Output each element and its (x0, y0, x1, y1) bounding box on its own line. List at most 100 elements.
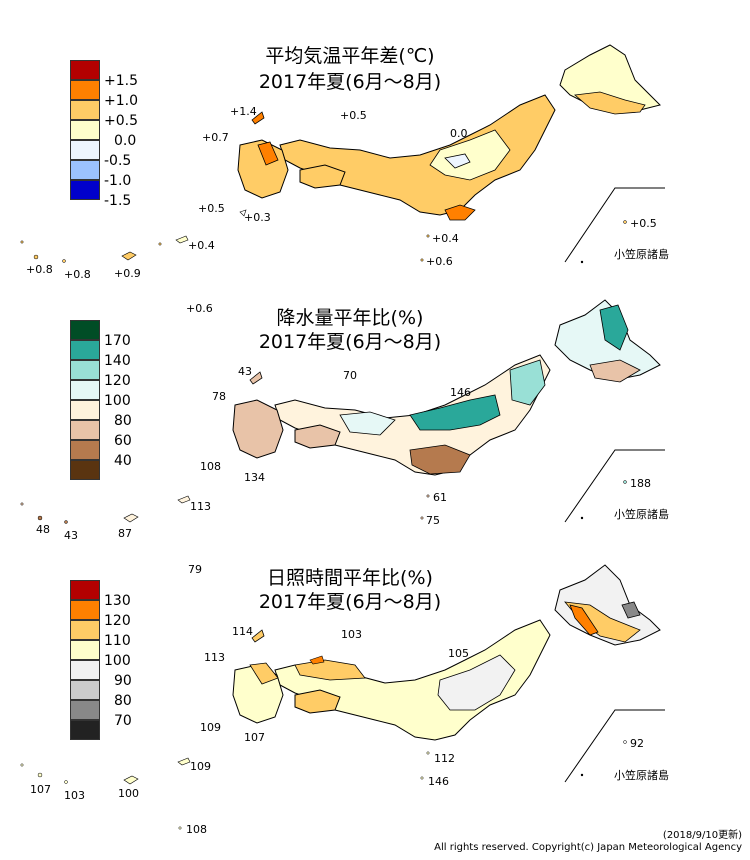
legend-swatch (70, 380, 100, 400)
panel-subtitle: 2017年夏(6月～8月) (258, 331, 442, 353)
station-value: 109 (200, 721, 221, 734)
legend-swatch (70, 320, 100, 340)
station-value: 61 (433, 491, 447, 504)
legend-tick: 40 (114, 453, 132, 469)
station-value: 109 (190, 760, 211, 773)
copyright: All rights reserved. Copyright(c) Japan … (434, 842, 742, 853)
legend-swatch (70, 700, 100, 720)
legend-swatch (70, 720, 100, 740)
sunshine-panel: 日照時間平年比(%) 2017年夏(6月～8月) 130 120 110 100… (0, 560, 750, 840)
legend-swatch (70, 620, 100, 640)
station-value: 188 (630, 477, 651, 490)
legend-swatch (70, 680, 100, 700)
legend-tick: 110 (104, 633, 131, 649)
legend-swatch (70, 100, 100, 120)
station-value: 108 (186, 823, 207, 836)
station-value: +0.8 (26, 263, 53, 276)
legend-tick: 130 (104, 593, 131, 609)
legend-swatch (70, 340, 100, 360)
station-value: +0.5 (630, 217, 657, 230)
legend-swatch (70, 640, 100, 660)
legend-swatch (70, 400, 100, 420)
station-value: 107 (30, 783, 51, 796)
legend-tick: 140 (104, 353, 131, 369)
legend-swatch (70, 360, 100, 380)
ogasawara-label: 小笠原諸島 (614, 248, 669, 261)
station-value: 92 (630, 737, 644, 750)
update-date: (2018/9/10更新) (662, 830, 742, 841)
station-value: 113 (190, 500, 211, 513)
station-value: +0.7 (202, 131, 229, 144)
station-value: +0.6 (426, 255, 453, 268)
legend-tick: 90 (114, 673, 132, 689)
legend-swatch (70, 420, 100, 440)
panel-subtitle: 2017年夏(6月～8月) (258, 591, 442, 613)
legend-tick: 80 (114, 413, 132, 429)
ogasawara-label: 小笠原諸島 (614, 769, 669, 782)
legend-swatch (70, 160, 100, 180)
legend-tick: 80 (114, 693, 132, 709)
legend-swatch (70, 140, 100, 160)
station-value: 78 (212, 390, 226, 403)
legend-swatch (70, 440, 100, 460)
station-value: 43 (238, 365, 252, 378)
panel-title: 平均気温平年差(℃) (265, 45, 435, 67)
station-value: 79 (188, 563, 202, 576)
station-value: 75 (426, 514, 440, 527)
japan-map (20, 299, 665, 524)
panel-subtitle: 2017年夏(6月～8月) (258, 71, 442, 93)
ogasawara-label: 小笠原諸島 (614, 508, 669, 521)
station-value: 105 (448, 647, 469, 660)
legend-swatch (70, 580, 100, 600)
legend-tick: -1.0 (104, 173, 132, 189)
station-value: +0.8 (64, 268, 91, 281)
legend-tick: 170 (104, 333, 131, 349)
legend-swatch (70, 120, 100, 140)
station-value: 48 (36, 523, 50, 536)
legend-tick: 100 (104, 393, 131, 409)
legend-swatch (70, 60, 100, 80)
legend-tick: 100 (104, 653, 131, 669)
legend-tick: 120 (104, 373, 131, 389)
station-value: +0.6 (186, 302, 213, 315)
station-value: 134 (244, 471, 265, 484)
station-value: +0.4 (188, 239, 215, 252)
station-value: 112 (434, 752, 455, 765)
legend-tick: -1.5 (104, 193, 132, 209)
station-value: +0.4 (432, 232, 459, 245)
legend-swatch (70, 460, 100, 480)
station-value: 100 (118, 787, 139, 800)
station-value: 70 (343, 369, 357, 382)
station-value: 108 (200, 460, 221, 473)
legend-swatch (70, 600, 100, 620)
legend-swatch (70, 80, 100, 100)
station-value: 113 (204, 651, 225, 664)
footer: (2018/9/10更新) All rights reserved. Copyr… (434, 830, 742, 854)
legend-tick: +1.0 (104, 93, 138, 109)
legend-tick: -0.5 (104, 153, 132, 169)
legend-tick: +0.5 (104, 113, 138, 129)
japan-map (20, 44, 665, 264)
temperature-panel: 平均気温平年差(℃) 2017年夏(6月～8月) +1.5 +1.0 +0.5 … (0, 0, 750, 314)
legend-tick: 120 (104, 613, 131, 629)
station-value: 0.0 (450, 127, 468, 140)
legend-tick: +1.5 (104, 73, 138, 89)
legend-swatch (70, 180, 100, 200)
panel-title: 日照時間平年比(%) (267, 567, 433, 589)
legend-tick: 60 (114, 433, 132, 449)
station-value: +0.9 (114, 267, 141, 280)
station-value: 146 (450, 386, 471, 399)
station-value: +0.5 (340, 109, 367, 122)
legend-tick: 70 (114, 713, 132, 729)
station-value: +1.4 (230, 105, 257, 118)
station-value: 87 (118, 527, 132, 540)
panel-title: 降水量平年比(%) (276, 307, 424, 329)
precipitation-panel: 降水量平年比(%) 2017年夏(6月～8月) 170 140 120 100 … (0, 290, 750, 560)
station-value: 107 (244, 731, 265, 744)
japan-map (20, 564, 665, 830)
legend-tick: 0.0 (114, 133, 137, 149)
legend-swatch (70, 660, 100, 680)
station-value: 146 (428, 775, 449, 788)
station-value: +0.5 (198, 202, 225, 215)
station-value: 103 (64, 789, 85, 802)
